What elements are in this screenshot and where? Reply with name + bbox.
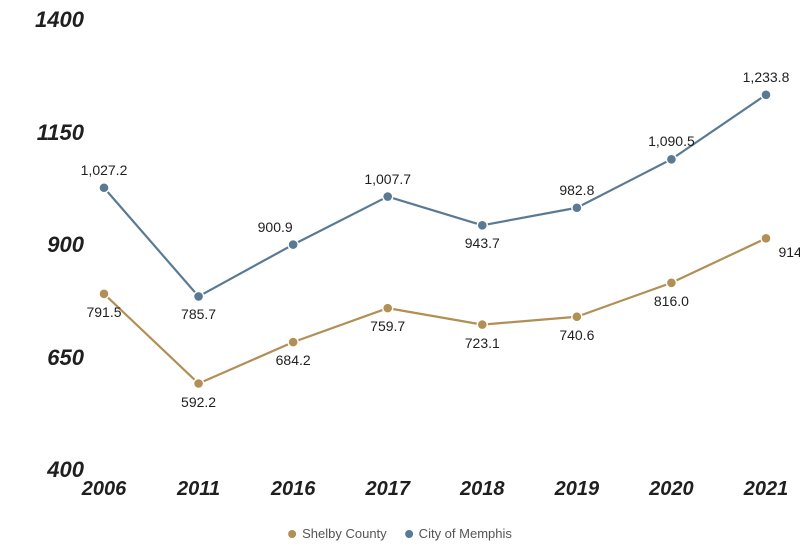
x-axis-tick-label: 2021 bbox=[744, 478, 789, 501]
series-marker bbox=[477, 220, 487, 230]
series-marker bbox=[572, 203, 582, 213]
series-data-label: 1,090.5 bbox=[648, 133, 695, 149]
series-data-label: 900.9 bbox=[258, 219, 293, 235]
series-marker bbox=[761, 90, 771, 100]
series-data-label: 791.5 bbox=[86, 304, 121, 320]
legend-item: City of Memphis bbox=[405, 526, 512, 541]
x-axis-tick-label: 2006 bbox=[82, 478, 127, 501]
legend-label: Shelby County bbox=[302, 526, 387, 541]
plot-area: 4006509001150140020062011201620172018201… bbox=[90, 20, 780, 470]
y-axis-tick-label: 400 bbox=[47, 457, 84, 483]
series-marker bbox=[761, 233, 771, 243]
series-data-label: 1,007.7 bbox=[364, 171, 411, 187]
series-data-label: 740.6 bbox=[559, 327, 594, 343]
series-data-label: 723.1 bbox=[465, 335, 500, 351]
series-data-label: 816.0 bbox=[654, 293, 689, 309]
legend-marker-icon bbox=[405, 530, 413, 538]
series-marker bbox=[194, 379, 204, 389]
series-data-label: 1,027.2 bbox=[81, 162, 128, 178]
series-data-label: 759.7 bbox=[370, 318, 405, 334]
x-axis-tick-label: 2018 bbox=[460, 478, 505, 501]
series-data-label: 914.8 bbox=[778, 244, 800, 260]
series-data-label: 1,233.8 bbox=[743, 69, 790, 85]
series-marker bbox=[383, 192, 393, 202]
series-line bbox=[104, 95, 766, 297]
y-axis-tick-label: 650 bbox=[47, 345, 84, 371]
chart-legend: Shelby County City of Memphis bbox=[288, 526, 512, 541]
y-axis-tick-label: 1150 bbox=[37, 120, 84, 146]
legend-marker-icon bbox=[288, 530, 296, 538]
series-marker bbox=[477, 320, 487, 330]
series-marker bbox=[666, 278, 676, 288]
series-marker bbox=[99, 183, 109, 193]
series-data-label: 943.7 bbox=[465, 235, 500, 251]
series-marker bbox=[572, 312, 582, 322]
y-axis-tick-label: 1400 bbox=[35, 7, 84, 33]
x-axis-tick-label: 2019 bbox=[555, 478, 600, 501]
series-data-label: 785.7 bbox=[181, 306, 216, 322]
series-marker bbox=[288, 337, 298, 347]
x-axis-tick-label: 2016 bbox=[271, 478, 316, 501]
series-data-label: 982.8 bbox=[559, 182, 594, 198]
x-axis-tick-label: 2020 bbox=[649, 478, 694, 501]
series-data-label: 592.2 bbox=[181, 394, 216, 410]
y-axis-tick-label: 900 bbox=[47, 232, 84, 258]
legend-label: City of Memphis bbox=[419, 526, 512, 541]
x-axis-tick-label: 2011 bbox=[177, 478, 220, 501]
series-marker bbox=[666, 154, 676, 164]
series-marker bbox=[288, 240, 298, 250]
legend-item: Shelby County bbox=[288, 526, 387, 541]
series-marker bbox=[194, 291, 204, 301]
series-marker bbox=[99, 289, 109, 299]
line-chart: 400 650 900 1150 1400 2006 2011 2016 2017 2018 201… bbox=[0, 0, 800, 552]
series-data-label: 684.2 bbox=[276, 352, 311, 368]
series-marker bbox=[383, 303, 393, 313]
x-axis-tick-label: 2017 bbox=[365, 478, 410, 501]
